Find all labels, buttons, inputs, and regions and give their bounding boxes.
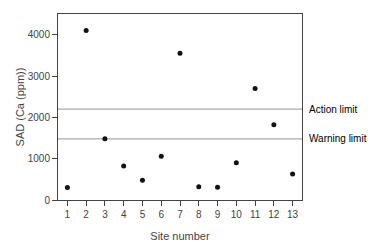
svg-text:SAD (Ca (ppm)): SAD (Ca (ppm)): [14, 68, 26, 147]
svg-text:1000: 1000: [28, 153, 51, 164]
svg-text:7: 7: [177, 209, 183, 220]
svg-text:11: 11: [250, 209, 261, 220]
svg-text:5: 5: [140, 209, 146, 220]
svg-text:12: 12: [268, 209, 280, 220]
svg-text:10: 10: [231, 209, 243, 220]
svg-text:Warning limit: Warning limit: [309, 133, 367, 144]
svg-text:9: 9: [215, 209, 221, 220]
svg-text:Action limit: Action limit: [309, 104, 358, 115]
svg-text:3000: 3000: [28, 71, 51, 82]
svg-text:2: 2: [83, 209, 89, 220]
svg-text:2000: 2000: [28, 112, 51, 123]
svg-text:1: 1: [65, 209, 71, 220]
svg-text:13: 13: [287, 209, 299, 220]
svg-text:4: 4: [121, 209, 127, 220]
svg-text:8: 8: [196, 209, 202, 220]
svg-text:6: 6: [158, 209, 164, 220]
svg-text:3: 3: [102, 209, 108, 220]
svg-text:0: 0: [44, 195, 50, 206]
svg-text:4000: 4000: [28, 29, 51, 40]
svg-text:Site number: Site number: [150, 230, 210, 242]
